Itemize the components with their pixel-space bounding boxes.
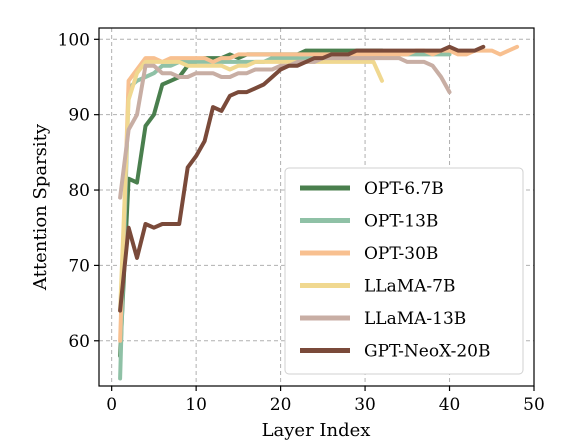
y-axis-label: Attention Sparsity (30, 123, 51, 291)
plot-frame (98, 27, 535, 387)
series-line-llama-7b (118, 59, 384, 313)
y-tick-label: 70 (68, 256, 90, 276)
legend-label-opt-6-7b: OPT-6.7B (364, 179, 444, 199)
legend-label-gpt-neox-20b: GPT-NeoX-20B (364, 342, 490, 362)
legend-label-llama-7b: LLaMA-7B (364, 277, 455, 297)
y-tick-label: 80 (68, 181, 90, 201)
x-axis-label: Layer Index (262, 420, 371, 441)
x-tick-label: 40 (439, 395, 461, 415)
series-lines (118, 44, 520, 381)
ticks: 0 10 20 30 40 50 60 70 80 90 100 (58, 30, 545, 415)
x-tick-label: 30 (354, 395, 376, 415)
x-tick-label: 50 (523, 395, 545, 415)
legend: OPT-6.7B OPT-13B OPT-30B LLaMA-7B LLaMA-13B G… (284, 167, 524, 375)
y-tick-label: 100 (58, 30, 90, 50)
legend-label-opt-13b: OPT-13B (364, 212, 438, 232)
legend-label-llama-13b: LLaMA-13B (364, 309, 466, 329)
y-tick-label: 60 (68, 332, 90, 352)
y-tick-label: 90 (68, 106, 90, 126)
x-tick-label: 10 (185, 395, 207, 415)
series-line-gpt-neox-20b (118, 44, 486, 313)
x-tick-label: 0 (106, 395, 117, 415)
legend-label-opt-30b: OPT-30B (364, 244, 438, 264)
x-tick-label: 20 (270, 395, 292, 415)
series-line-opt-30b (118, 44, 520, 343)
